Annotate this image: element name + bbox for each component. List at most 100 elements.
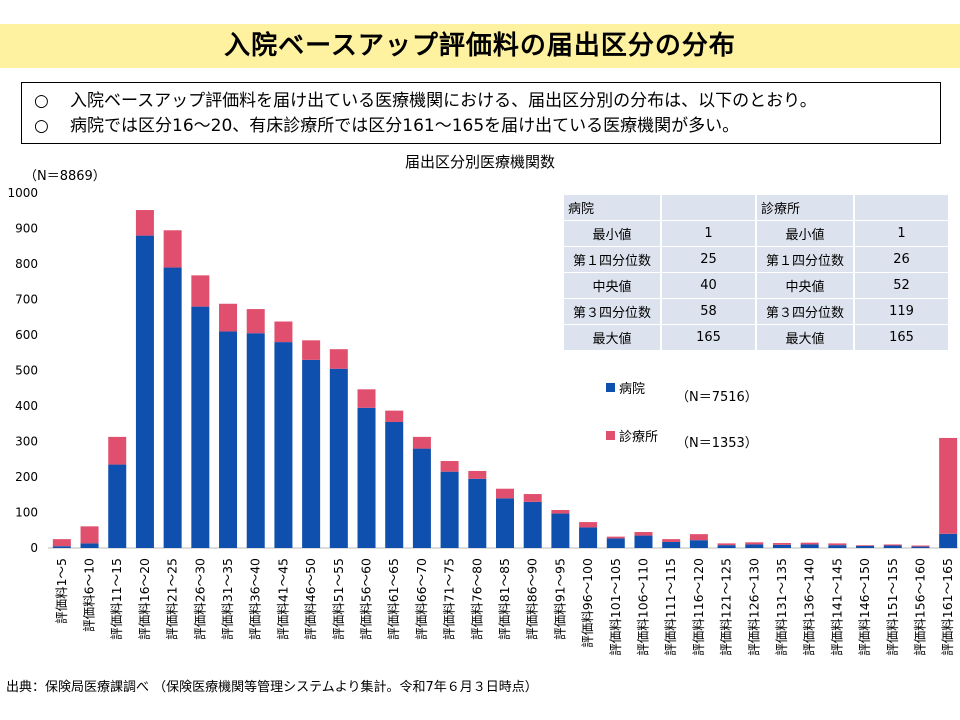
bar-clinic [883, 544, 902, 546]
bar-clinic [274, 321, 293, 343]
bar-clinic [302, 340, 321, 360]
y-tick-label: 500 [15, 364, 38, 378]
x-tick-label: 評価料56～60 [359, 558, 374, 640]
bar-hospital [496, 498, 514, 548]
note-line-2: ○ 病院では区分16～20、有床診療所では区分161～165を届け出ている医療機関… [34, 114, 928, 139]
y-tick-label: 800 [15, 257, 38, 271]
stats-hospital-value: 25 [661, 246, 757, 273]
bar-clinic [634, 532, 653, 536]
y-tick-label: 400 [15, 399, 38, 413]
total-n-label: （N＝8869） [24, 169, 106, 184]
x-tick-label: 評価料76～80 [469, 558, 484, 640]
y-tick-label: 100 [15, 506, 38, 520]
bar-clinic [357, 389, 376, 408]
bar-clinic [745, 542, 764, 545]
bar-clinic [440, 461, 459, 472]
stats-label: 中央値 [564, 272, 663, 299]
bar-hospital [246, 333, 265, 548]
source-note: 出典：保険局医療課調べ （保険医療機関等管理システムより集計。令和7年６月３日時… [6, 680, 538, 695]
bar-clinic [579, 522, 598, 528]
bar-hospital [745, 544, 764, 548]
bar-hospital [468, 478, 487, 548]
x-tick-label: 評価料26～30 [192, 558, 207, 640]
x-tick-label: 評価料116～120 [691, 558, 706, 656]
bar-hospital [689, 540, 708, 548]
stats-table-header-row: 病院 診療所 [564, 195, 950, 221]
y-tick-label: 1000 [7, 186, 38, 200]
bar-clinic [52, 539, 71, 547]
legend-clinic-swatch [606, 431, 615, 440]
stats-hospital-value: 1 [661, 220, 757, 247]
stats-table-row: 第３四分位数 58 第３四分位数 119 [564, 298, 950, 325]
x-tick-label: 評価料156～160 [912, 558, 927, 656]
bar-hospital [772, 544, 791, 548]
bar-hospital [800, 544, 819, 548]
x-tick-label: 評価料16～20 [137, 558, 152, 640]
bar-clinic [468, 470, 487, 479]
x-tick-label: 評価料51～55 [331, 558, 346, 640]
bar-clinic [523, 494, 542, 502]
notes-box: ○ 入院ベースアップ評価料を届け出ている医療機関における、届出区分別の分布は、以下… [21, 82, 941, 144]
bar-clinic [828, 543, 847, 546]
x-tick-label: 評価料101～105 [608, 558, 623, 656]
x-tick-label: 評価料131～135 [774, 558, 789, 656]
legend-hospital: 病院 [606, 378, 645, 397]
stats-label: 第１四分位数 [564, 246, 663, 273]
bar-hospital [52, 546, 71, 548]
legend-clinic: 診療所 [606, 426, 658, 445]
stats-label: 最小値 [755, 220, 856, 247]
bar-clinic [108, 436, 127, 465]
bar-hospital [606, 538, 625, 548]
x-tick-label: 評価料146～150 [857, 558, 872, 656]
legend-hospital-label: 病院 [619, 382, 646, 397]
note-text-1: 入院ベースアップ評価料を届け出ている医療機関における、届出区分別の分布は、以下の… [70, 91, 817, 111]
note-text-2: 病院では区分16～20、有床診療所では区分161～165を届け出ている医療機関が… [70, 116, 740, 136]
bar-clinic [163, 230, 182, 268]
bar-clinic [246, 309, 265, 334]
x-tick-label: 評価料151～155 [885, 558, 900, 656]
x-tick-label: 評価料6～10 [82, 558, 97, 632]
stats-label: 第３四分位数 [755, 298, 856, 325]
bar-hospital [302, 359, 321, 548]
stats-label: 最小値 [564, 220, 663, 247]
x-tick-label: 評価料1～5 [54, 558, 69, 624]
y-tick-label: 600 [15, 328, 38, 342]
bar-hospital [579, 527, 598, 548]
stats-clinic-value: 1 [854, 220, 950, 247]
stats-table-row: 最大値 165 最大値 165 [564, 324, 950, 351]
bar-hospital [385, 421, 404, 548]
x-tick-label: 評価料21～25 [165, 558, 180, 640]
bar-hospital [219, 331, 238, 548]
y-tick-label: 700 [15, 293, 38, 307]
bar-clinic [496, 488, 514, 499]
legend-clinic-n: （N＝1353） [676, 436, 758, 451]
stats-hospital-value: 40 [661, 272, 757, 299]
note-bullet-2: ○ [34, 116, 49, 136]
stats-label: 最大値 [755, 324, 856, 351]
bar-hospital [911, 546, 930, 548]
x-tick-label: 評価料86～90 [525, 558, 540, 640]
bar-clinic [329, 349, 348, 369]
bar-hospital [191, 306, 210, 548]
stats-clinic-value: 165 [854, 324, 950, 351]
y-tick-label: 900 [15, 222, 38, 236]
bar-hospital [883, 545, 902, 548]
bar-hospital [828, 545, 847, 548]
bar-chart: 0 100 200 300 400 500 600 700 800 900 1000 評価料1～5 評価… [7, 186, 958, 656]
stats-table-row: 第１四分位数 25 第１四分位数 26 [564, 246, 950, 273]
bar-clinic [689, 534, 708, 541]
x-tick-label: 評価料46～50 [303, 558, 318, 640]
x-tick-label: 評価料81～85 [497, 558, 512, 640]
chart-title: 届出区分別医療機関数 [404, 153, 555, 171]
x-tick-label: 評価料141～145 [829, 558, 844, 656]
bar-hospital [523, 501, 542, 548]
stats-clinic-header: 診療所 [755, 195, 856, 221]
bar-hospital [108, 464, 127, 548]
bar-hospital [939, 533, 958, 548]
stats-table: 病院 診療所 最小値 1 最小値 1 第１四分位数 25 第１四分位数 26 中… [564, 195, 950, 351]
x-tick-label: 評価料111～115 [663, 558, 678, 656]
note-line-1: ○ 入院ベースアップ評価料を届け出ている医療機関における、届出区分別の分布は、以下… [34, 89, 928, 114]
bar-hospital [274, 342, 293, 548]
stats-label: 第３四分位数 [564, 298, 663, 325]
stats-hospital-value: 58 [661, 298, 757, 325]
